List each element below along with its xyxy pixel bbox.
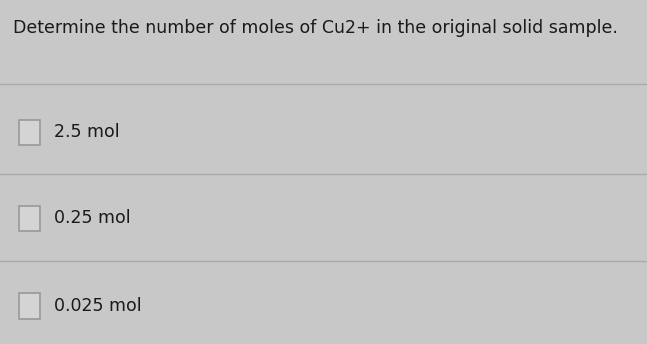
- Bar: [19, 120, 40, 145]
- Bar: [19, 293, 40, 319]
- Text: 0.025 mol: 0.025 mol: [54, 297, 142, 315]
- Text: 0.25 mol: 0.25 mol: [54, 209, 131, 227]
- Bar: [19, 205, 40, 231]
- Text: 2.5 mol: 2.5 mol: [54, 123, 120, 141]
- Text: Determine the number of moles of Cu2+ in the original solid sample.: Determine the number of moles of Cu2+ in…: [13, 19, 618, 37]
